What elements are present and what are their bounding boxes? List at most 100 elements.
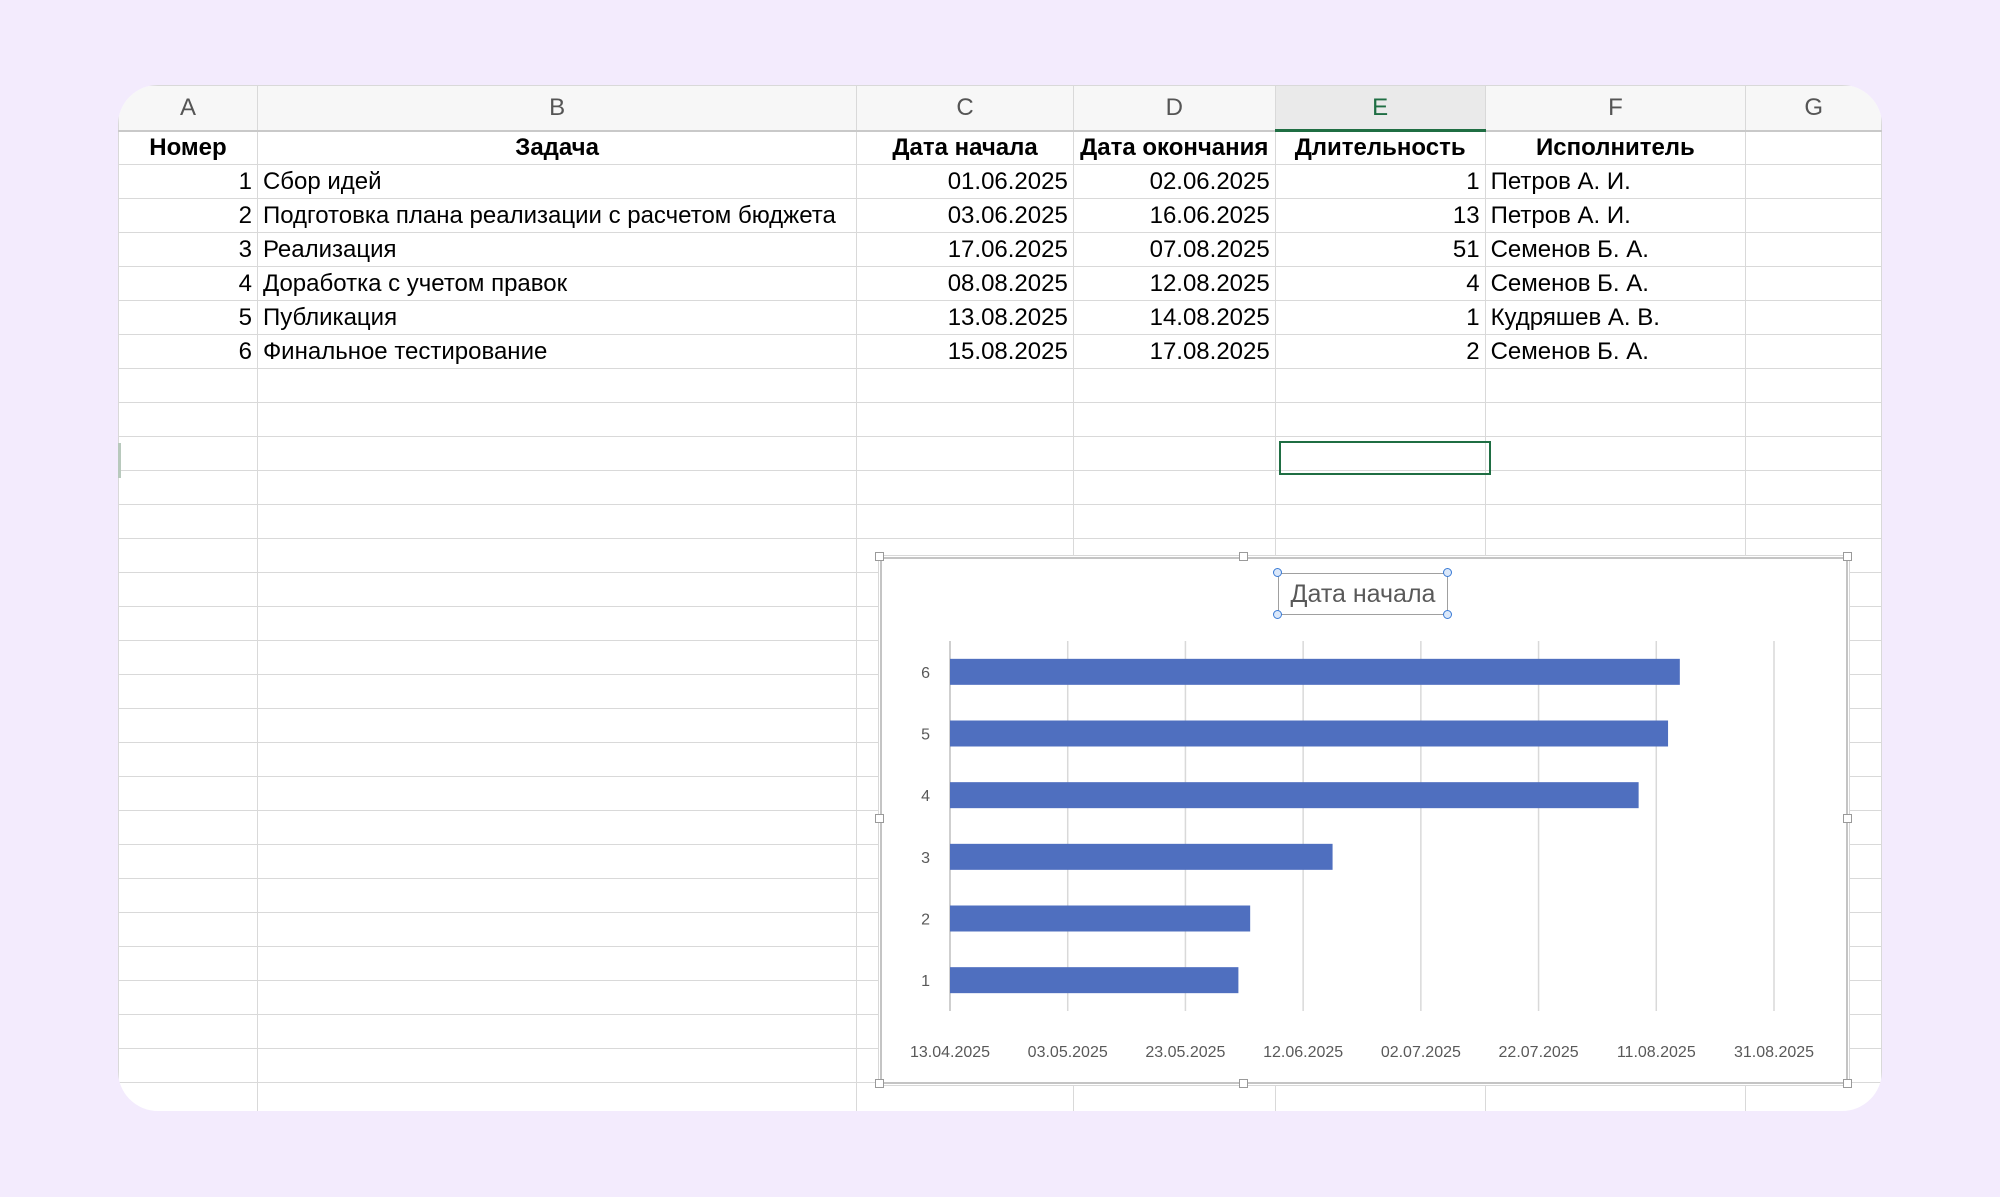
cell[interactable] (1745, 436, 1882, 471)
cell[interactable] (256, 1048, 858, 1083)
cell[interactable] (856, 436, 1074, 471)
header-cell[interactable]: Задача (256, 130, 858, 165)
cell[interactable] (1745, 368, 1882, 403)
chart-resize-handle[interactable] (1239, 1079, 1248, 1088)
bar-2[interactable] (950, 905, 1251, 932)
cell[interactable] (256, 538, 858, 573)
cell[interactable] (1484, 402, 1747, 437)
cell[interactable] (256, 708, 858, 743)
cell[interactable] (118, 844, 258, 879)
cell[interactable] (118, 946, 258, 981)
header-cell[interactable]: Дата окончания (1072, 130, 1276, 165)
cell[interactable]: Финальное тестирование (256, 334, 858, 369)
cell[interactable] (1072, 368, 1276, 403)
cell[interactable]: Петров А. И. (1484, 164, 1747, 199)
cell[interactable]: 13.08.2025 (856, 300, 1074, 335)
cell[interactable] (1745, 164, 1882, 199)
cell[interactable] (1745, 504, 1882, 539)
cell[interactable] (256, 470, 858, 505)
cell[interactable] (118, 606, 258, 641)
cell[interactable] (1745, 402, 1882, 437)
cell[interactable] (118, 912, 258, 947)
cell[interactable] (1745, 198, 1882, 233)
chart-resize-handle[interactable] (1843, 1079, 1852, 1088)
cell[interactable] (1274, 402, 1486, 437)
cell[interactable] (1072, 436, 1276, 471)
cell[interactable]: 1 (1274, 164, 1486, 199)
cell[interactable] (1745, 1082, 1882, 1111)
cell[interactable] (1484, 436, 1747, 471)
cell[interactable] (118, 470, 258, 505)
cell[interactable] (256, 640, 858, 675)
cell[interactable] (256, 1082, 858, 1111)
cell[interactable]: Доработка с учетом правок (256, 266, 858, 301)
header-cell[interactable] (1745, 130, 1882, 165)
cell[interactable] (256, 402, 858, 437)
cell[interactable] (1072, 402, 1276, 437)
bar-4[interactable] (950, 782, 1639, 809)
cell[interactable] (1274, 470, 1486, 505)
cell[interactable]: 08.08.2025 (856, 266, 1074, 301)
cell[interactable] (1745, 266, 1882, 301)
cell[interactable] (856, 368, 1074, 403)
cell[interactable]: 5 (118, 300, 258, 335)
cell[interactable] (118, 504, 258, 539)
cell[interactable]: 15.08.2025 (856, 334, 1074, 369)
cell[interactable] (1274, 368, 1486, 403)
cell[interactable] (1484, 504, 1747, 539)
cell[interactable]: 51 (1274, 232, 1486, 267)
cell[interactable] (1274, 1082, 1486, 1111)
cell[interactable] (118, 538, 258, 573)
chart-resize-handle[interactable] (1843, 552, 1852, 561)
cell[interactable] (118, 572, 258, 607)
cell[interactable]: 4 (118, 266, 258, 301)
cell[interactable]: 4 (1274, 266, 1486, 301)
cell[interactable] (256, 674, 858, 709)
cell[interactable] (1484, 1082, 1747, 1111)
header-cell[interactable]: Номер (118, 130, 258, 165)
cell[interactable]: 3 (118, 232, 258, 267)
cell[interactable] (118, 674, 258, 709)
cell[interactable] (118, 980, 258, 1015)
chart-resize-handle[interactable] (1843, 814, 1852, 823)
cell[interactable] (118, 878, 258, 913)
column-header-e[interactable]: E (1274, 85, 1486, 132)
cell[interactable] (118, 742, 258, 777)
chart-resize-handle[interactable] (1239, 552, 1248, 561)
cell[interactable]: 12.08.2025 (1072, 266, 1276, 301)
cell[interactable] (1484, 368, 1747, 403)
cell[interactable] (1072, 470, 1276, 505)
cell[interactable] (256, 980, 858, 1015)
cell[interactable] (256, 912, 858, 947)
cell[interactable]: 07.08.2025 (1072, 232, 1276, 267)
cell[interactable]: 14.08.2025 (1072, 300, 1276, 335)
cell[interactable] (256, 368, 858, 403)
chart-resize-handle[interactable] (875, 1079, 884, 1088)
cell[interactable]: Подготовка плана реализации с расчетом б… (256, 198, 858, 233)
cell[interactable] (118, 708, 258, 743)
chart-resize-handle[interactable] (875, 552, 884, 561)
cell[interactable] (856, 1082, 1074, 1111)
chart-object[interactable]: 13.04.2025 03.05.2025 23.05.2025 12.06.2025… (880, 557, 1848, 1084)
cell[interactable]: Кудряшев А. В. (1484, 300, 1747, 335)
cell[interactable] (256, 946, 858, 981)
header-cell[interactable]: Исполнитель (1484, 130, 1747, 165)
cell[interactable] (856, 470, 1074, 505)
cell[interactable] (256, 504, 858, 539)
cell[interactable]: 13 (1274, 198, 1486, 233)
cell[interactable] (118, 1048, 258, 1083)
cell[interactable]: 2 (1274, 334, 1486, 369)
cell[interactable] (256, 878, 858, 913)
cell[interactable] (256, 810, 858, 845)
cell[interactable]: Публикация (256, 300, 858, 335)
cell[interactable] (256, 436, 858, 471)
cell[interactable] (118, 402, 258, 437)
column-header-f[interactable]: F (1484, 85, 1747, 132)
cell[interactable] (1745, 300, 1882, 335)
cell[interactable]: 17.08.2025 (1072, 334, 1276, 369)
column-header-g[interactable]: G (1745, 85, 1882, 132)
cell[interactable] (1745, 232, 1882, 267)
cell[interactable] (118, 368, 258, 403)
cell[interactable] (118, 810, 258, 845)
cell[interactable] (256, 844, 858, 879)
